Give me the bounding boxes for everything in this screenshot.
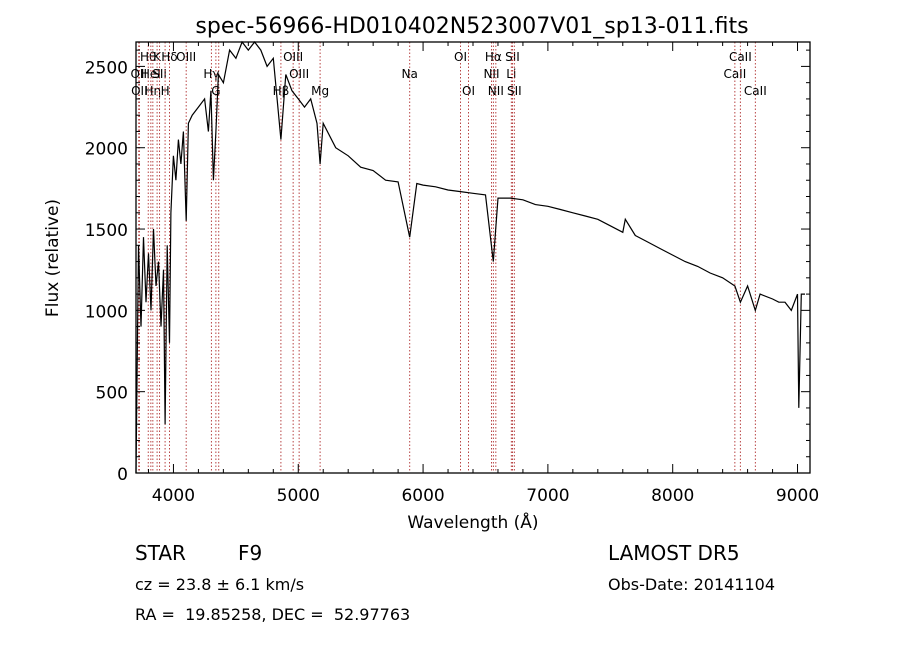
x-tick-label: 7000 xyxy=(526,486,569,506)
line-label: Mg xyxy=(311,84,329,98)
line-label: OI xyxy=(462,84,475,98)
y-tick-label: 500 xyxy=(96,384,128,404)
y-tick-label: 1500 xyxy=(85,221,128,241)
x-tick-label: 5000 xyxy=(277,486,320,506)
line-label: SII xyxy=(507,84,522,98)
line-label: Hγ xyxy=(203,67,219,81)
chart-title: spec-56966-HD010402N523007V01_sp13-011.f… xyxy=(195,14,748,39)
line-label: OII xyxy=(130,67,147,81)
line-label: NII xyxy=(483,67,499,81)
x-tick-label: 4000 xyxy=(152,486,195,506)
coordinates: RA = 19.85258, DEC = 52.97763 xyxy=(135,605,411,624)
line-label: OI xyxy=(454,50,467,64)
line-label: G xyxy=(211,84,220,98)
x-axis-label: Wavelength (Å) xyxy=(407,511,538,533)
x-tick-label: 6000 xyxy=(401,486,444,506)
survey-name: LAMOST DR5 xyxy=(608,541,740,565)
line-label: Hα xyxy=(485,50,502,64)
line-label: Hβ xyxy=(273,84,290,98)
line-label: CaII xyxy=(723,67,746,81)
line-label: CaII xyxy=(729,50,752,64)
spectral-subclass: F9 xyxy=(238,541,263,565)
object-type: STAR xyxy=(135,541,186,565)
line-label: CaII xyxy=(744,84,767,98)
y-axis: 0 500 1000 1500 2000 2500 xyxy=(85,49,810,485)
line-label: K xyxy=(153,50,162,64)
obs-date: Obs-Date: 20141104 xyxy=(608,575,776,594)
line-label: Hθ xyxy=(140,50,156,64)
x-tick-label: 9000 xyxy=(776,486,819,506)
line-label: Hη xyxy=(145,84,162,98)
line-label: OIII xyxy=(283,50,303,64)
line-label: OIII xyxy=(289,67,309,81)
line-label: Li xyxy=(506,67,516,81)
line-label: SII xyxy=(505,50,520,64)
plot-frame xyxy=(135,41,811,474)
x-tick-label: 8000 xyxy=(651,486,694,506)
y-tick-label: 1000 xyxy=(85,302,128,322)
y-tick-label: 2500 xyxy=(85,58,128,78)
y-tick-label: 2000 xyxy=(85,140,128,160)
line-label: Hδ xyxy=(161,50,177,64)
line-label: OII xyxy=(131,84,148,98)
line-label: NII xyxy=(488,84,504,98)
y-tick-label: 0 xyxy=(117,465,128,485)
x-axis: 4000 5000 6000 7000 8000 9000 xyxy=(147,42,819,506)
line-label: Na xyxy=(402,67,418,81)
redshift-text: cz = 23.8 ± 6.1 km/s xyxy=(135,575,305,594)
y-axis-label: Flux (relative) xyxy=(43,199,63,317)
line-label: SII xyxy=(152,67,167,81)
line-label: OIII xyxy=(176,50,196,64)
spectrum-series xyxy=(135,40,805,474)
line-label: H xyxy=(161,84,170,98)
line-label: HeI xyxy=(141,67,161,81)
